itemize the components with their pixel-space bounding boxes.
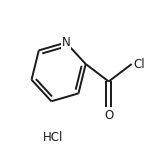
Text: O: O — [104, 109, 113, 122]
Text: HCl: HCl — [43, 131, 63, 144]
Text: Cl: Cl — [134, 57, 145, 71]
Text: N: N — [61, 36, 70, 49]
